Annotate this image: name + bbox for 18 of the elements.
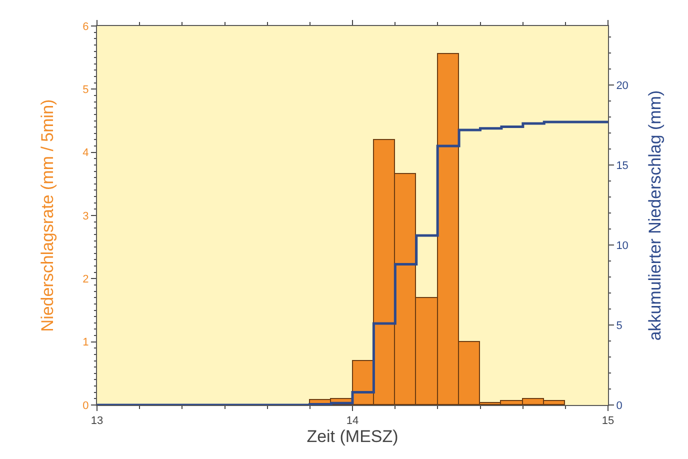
y2-tick-label: 0 (616, 400, 622, 412)
y-tick-label: 2 (82, 274, 89, 286)
y2-axis-title: akkumulierter Niederschlag (mm) (646, 90, 664, 341)
y2-tick-label: 20 (616, 80, 628, 92)
x-tick-label: 15 (602, 415, 614, 428)
y-tick-label: 4 (82, 147, 89, 160)
y-tick-label: 6 (82, 20, 89, 33)
y2-tick-label: 5 (616, 320, 622, 332)
y-tick-label: 3 (82, 210, 89, 222)
x-axis-title: Zeit (MESZ) (306, 427, 398, 446)
x-tick-label: 14 (346, 415, 359, 428)
y-tick-label: 5 (82, 84, 89, 96)
y-axis-title: Niederschlagsrate (mm / 5min) (38, 99, 57, 332)
y-tick-label: 1 (82, 336, 89, 349)
y2-tick-label: 15 (616, 160, 628, 172)
y-tick-label: 0 (82, 400, 89, 412)
x-tick-label: 13 (90, 415, 104, 428)
y2-tick-label: 10 (616, 240, 628, 252)
